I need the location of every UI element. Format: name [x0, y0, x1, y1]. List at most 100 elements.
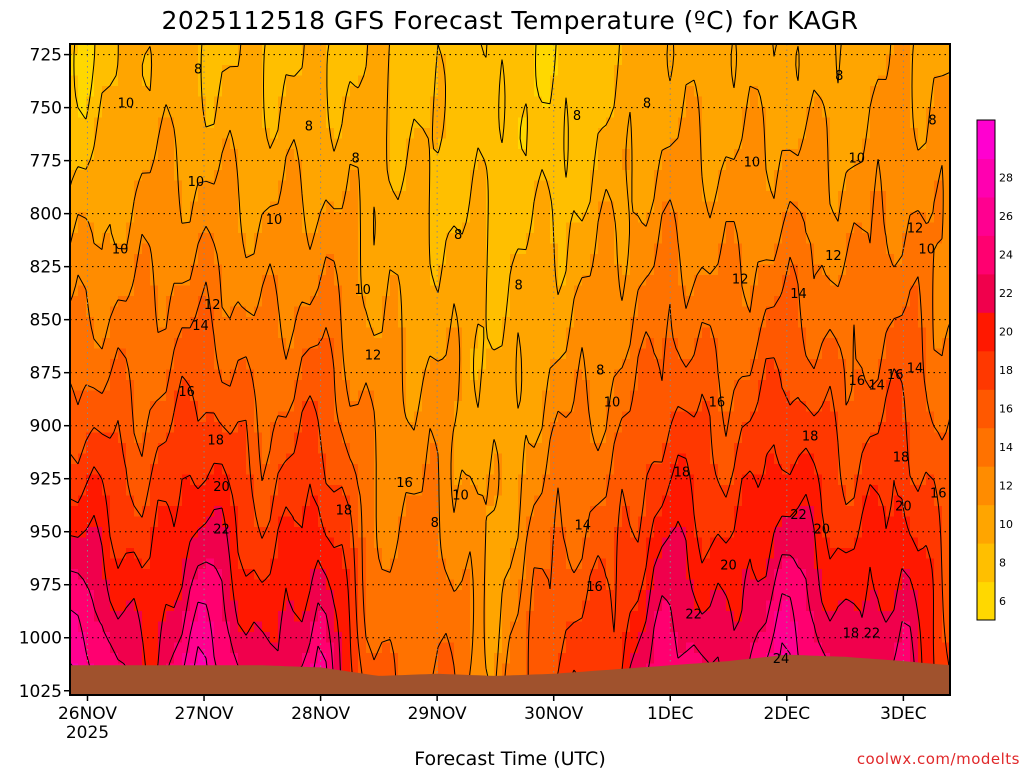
temperature-cell — [638, 149, 647, 161]
temperature-cell — [158, 254, 167, 266]
temperature-cell — [118, 474, 127, 486]
temperature-cell — [694, 296, 703, 308]
temperature-cell — [358, 296, 367, 308]
temperature-cell — [134, 275, 143, 287]
temperature-cell — [118, 338, 127, 350]
temperature-cell — [942, 306, 950, 318]
temperature-cell — [254, 86, 263, 98]
temperature-cell — [438, 390, 447, 402]
temperature-cell — [230, 233, 239, 245]
temperature-cell — [686, 128, 695, 140]
temperature-cell — [366, 285, 375, 297]
temperature-cell — [558, 506, 567, 518]
temperature-cell — [86, 443, 95, 455]
temperature-cell — [582, 474, 591, 486]
temperature-cell — [598, 485, 607, 497]
temperature-cell — [862, 390, 871, 402]
temperature-cell — [286, 107, 295, 119]
temperature-cell — [622, 474, 631, 486]
temperature-cell — [478, 443, 487, 455]
temperature-cell — [422, 107, 431, 119]
temperature-cell — [494, 264, 503, 276]
temperature-cell — [574, 296, 583, 308]
temperature-cell — [142, 170, 151, 182]
temperature-cell — [926, 264, 935, 276]
temperature-cell — [934, 306, 943, 318]
temperature-cell — [710, 359, 719, 371]
temperature-cell — [222, 191, 231, 203]
temperature-cell — [590, 201, 599, 213]
temperature-cell — [750, 348, 759, 360]
temperature-cell — [774, 422, 783, 434]
temperature-cell — [726, 464, 735, 476]
temperature-cell — [742, 170, 751, 182]
temperature-cell — [806, 401, 815, 413]
temperature-cell — [558, 443, 567, 455]
temperature-cell — [862, 401, 871, 413]
temperature-cell — [606, 474, 615, 486]
temperature-cell — [590, 191, 599, 203]
temperature-cell — [558, 243, 567, 255]
temperature-cell — [126, 159, 135, 171]
temperature-cell — [270, 117, 279, 129]
temperature-cell — [742, 464, 751, 476]
temperature-cell — [806, 317, 815, 329]
temperature-cell — [750, 464, 759, 476]
temperature-cell — [486, 96, 495, 108]
temperature-cell — [142, 212, 151, 224]
temperature-cell — [926, 296, 935, 308]
temperature-cell — [806, 201, 815, 213]
temperature-cell — [942, 411, 950, 423]
temperature-cell — [78, 369, 87, 381]
temperature-cell — [630, 401, 639, 413]
temperature-cell — [854, 233, 863, 245]
temperature-cell — [542, 117, 551, 129]
temperature-cell — [574, 180, 583, 192]
temperature-cell — [310, 495, 319, 507]
temperature-cell — [502, 233, 511, 245]
temperature-cell — [806, 369, 815, 381]
temperature-cell — [894, 327, 903, 339]
temperature-cell — [590, 96, 599, 108]
temperature-cell — [590, 485, 599, 497]
temperature-cell — [414, 495, 423, 507]
temperature-cell — [198, 138, 207, 150]
temperature-cell — [118, 54, 127, 66]
temperature-cell — [342, 212, 351, 224]
temperature-cell — [494, 317, 503, 329]
temperature-cell — [766, 369, 775, 381]
temperature-cell — [630, 201, 639, 213]
temperature-cell — [934, 117, 943, 129]
temperature-cell — [94, 264, 103, 276]
temperature-cell — [302, 296, 311, 308]
temperature-cell — [230, 464, 239, 476]
temperature-cell — [910, 453, 919, 465]
temperature-cell — [134, 212, 143, 224]
temperature-cell — [470, 54, 479, 66]
temperature-cell — [654, 180, 663, 192]
temperature-cell — [198, 317, 207, 329]
temperature-cell — [374, 180, 383, 192]
temperature-cell — [158, 107, 167, 119]
temperature-cell — [294, 432, 303, 444]
temperature-cell — [766, 86, 775, 98]
temperature-cell — [902, 296, 911, 308]
temperature-cell — [238, 275, 247, 287]
temperature-cell — [326, 285, 335, 297]
temperature-cell — [318, 117, 327, 129]
temperature-cell — [774, 369, 783, 381]
temperature-cell — [606, 254, 615, 266]
temperature-cell — [934, 254, 943, 266]
temperature-cell — [846, 149, 855, 161]
temperature-cell — [86, 348, 95, 360]
temperature-cell — [454, 128, 463, 140]
temperature-cell — [894, 506, 903, 518]
temperature-cell — [814, 464, 823, 476]
temperature-cell — [886, 201, 895, 213]
temperature-cell — [158, 401, 167, 413]
temperature-cell — [566, 306, 575, 318]
temperature-cell — [414, 170, 423, 182]
temperature-cell — [430, 275, 439, 287]
temperature-cell — [606, 485, 615, 497]
temperature-cell — [406, 264, 415, 276]
